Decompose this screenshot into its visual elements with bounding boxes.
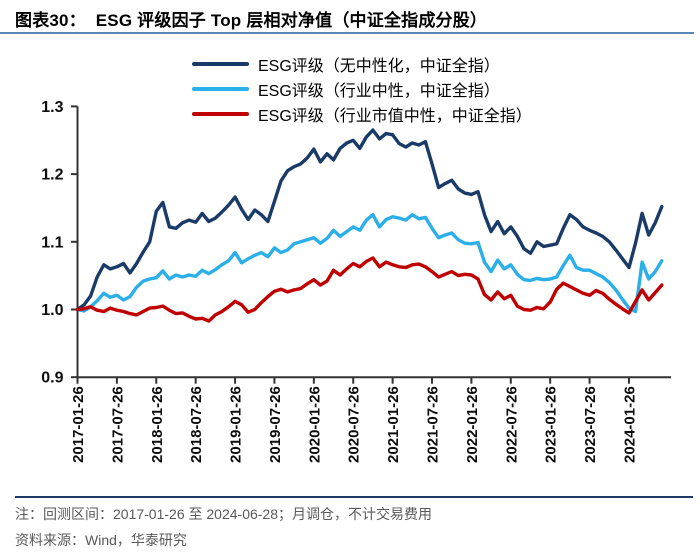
x-tick-label: 2023-07-26 — [582, 386, 599, 463]
note-backtest-range: 注：回测区间：2017-01-26 至 2024-06-28；月调仓，不计交易费… — [15, 506, 433, 522]
y-tick-label: 1.2 — [41, 167, 63, 184]
legend-item-2: ESG评级（行业市值中性，中证全指） — [192, 102, 532, 126]
x-tick-label: 2023-01-26 — [543, 386, 560, 463]
series-line-0 — [75, 128, 664, 312]
series-line-1 — [75, 212, 664, 314]
legend-swatch-0 — [192, 61, 249, 67]
x-tick-label: 2019-01-26 — [228, 386, 245, 463]
title-underline — [0, 32, 694, 34]
x-tick-label: 2021-01-26 — [385, 386, 402, 463]
x-tick-label: 2020-01-26 — [306, 386, 323, 463]
x-tick-label: 2020-07-26 — [346, 386, 363, 463]
note-source: 资料来源：Wind，华泰研究 — [15, 532, 187, 548]
x-tick-label: 2022-01-26 — [464, 386, 481, 463]
series-line-2 — [75, 256, 664, 323]
x-tick-label: 2019-07-26 — [267, 386, 284, 463]
x-tick-label: 2017-07-26 — [109, 386, 126, 463]
legend-item-1: ESG评级（行业中性，中证全指） — [192, 77, 532, 101]
x-tick-label: 2024-01-26 — [621, 386, 638, 463]
x-tick-label: 2018-01-26 — [149, 386, 166, 463]
y-tick-label: 1.3 — [41, 99, 63, 116]
legend-label-0: ESG评级（无中性化，中证全指） — [258, 58, 500, 75]
y-tick-label: 1.0 — [41, 302, 63, 319]
x-tick-label: 2017-01-26 — [70, 386, 87, 463]
legend-swatch-2 — [192, 111, 249, 117]
legend-item-0: ESG评级（无中性化，中证全指） — [192, 52, 532, 76]
notes-separator — [15, 496, 693, 498]
legend-label-1: ESG评级（行业中性，中证全指） — [258, 83, 500, 100]
x-tick-label: 2021-07-26 — [425, 386, 442, 463]
legend-label-2: ESG评级（行业市值中性，中证全指） — [258, 108, 532, 125]
y-tick-label: 1.1 — [41, 234, 63, 251]
x-tick-label: 2022-07-26 — [503, 386, 520, 463]
chart-legend: ESG评级（无中性化，中证全指） ESG评级（行业中性，中证全指） ESG评级（行业… — [192, 52, 532, 126]
x-tick-label: 2018-07-26 — [188, 386, 205, 463]
figure-title: 图表30： ESG 评级因子 Top 层相对净值（中证全指成分股） — [15, 11, 488, 30]
y-tick-label: 0.9 — [41, 370, 63, 387]
legend-swatch-1 — [192, 86, 249, 92]
